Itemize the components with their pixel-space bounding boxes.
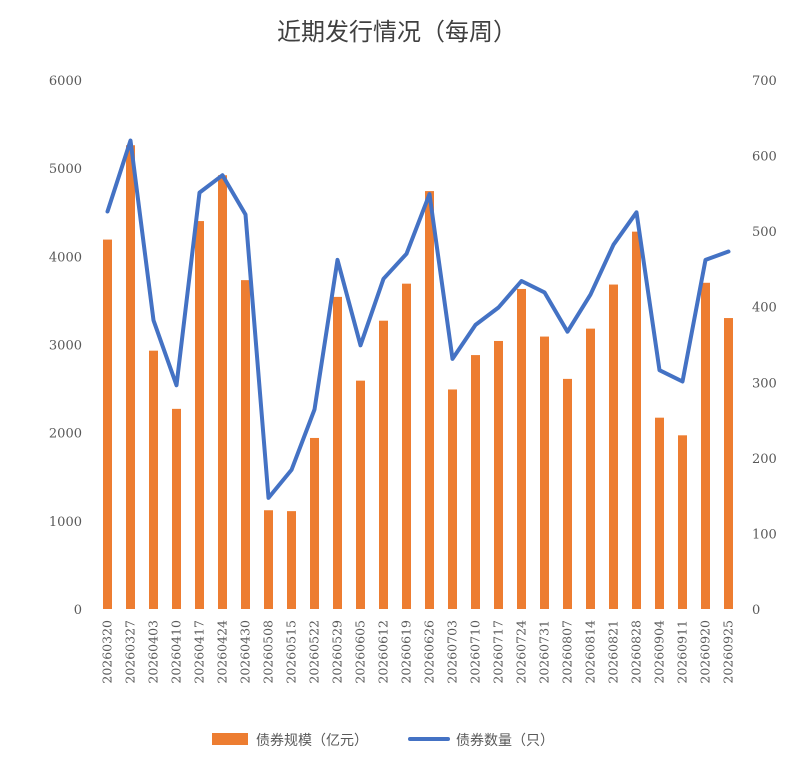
bar <box>103 239 112 609</box>
right-tick-label: 400 <box>752 301 777 316</box>
bar <box>724 318 733 609</box>
chart-title: 近期发行情况（每周） <box>277 18 517 46</box>
bar <box>310 437 319 609</box>
category-label: 20260814 <box>583 620 598 684</box>
category-label: 20260605 <box>353 620 368 684</box>
bar <box>264 510 273 609</box>
line-series <box>105 138 731 500</box>
bar <box>494 340 503 609</box>
bar <box>471 355 480 609</box>
category-label: 20260320 <box>100 620 115 684</box>
right-tick-label: 600 <box>752 150 777 165</box>
category-label: 20260724 <box>514 620 529 684</box>
bar <box>448 389 457 609</box>
category-label: 20260717 <box>491 620 506 684</box>
right-tick-label: 200 <box>752 452 777 467</box>
category-label: 20260904 <box>652 620 667 684</box>
left-tick-label: 3000 <box>49 339 82 354</box>
bar <box>425 191 434 609</box>
left-tick-label: 2000 <box>49 427 82 442</box>
category-label: 20260327 <box>123 620 138 684</box>
category-label: 20260731 <box>537 620 552 684</box>
left-tick-label: 0 <box>74 603 82 618</box>
legend: 债券规模（亿元） 债券数量（只） <box>212 733 554 749</box>
category-label: 20260508 <box>261 620 276 684</box>
category-label: 20260703 <box>445 620 460 684</box>
category-label: 20260911 <box>675 620 690 684</box>
bar <box>287 511 296 609</box>
bar <box>632 231 641 609</box>
right-tick-label: 500 <box>752 225 777 240</box>
bar <box>517 288 526 609</box>
left-tick-label: 4000 <box>49 250 82 265</box>
category-label: 20260515 <box>284 620 299 684</box>
category-label: 20260424 <box>215 620 230 684</box>
bar <box>356 380 365 609</box>
right-axis: 0 100 200 300 400 500 600 700 <box>752 74 777 618</box>
bar <box>563 378 572 609</box>
category-label: 20260828 <box>629 620 644 684</box>
bar <box>655 417 664 609</box>
bar <box>678 435 687 609</box>
left-axis: 0 1000 2000 3000 4000 5000 6000 <box>49 74 82 618</box>
category-label: 20260430 <box>238 620 253 684</box>
left-tick-label: 6000 <box>49 74 82 89</box>
bar <box>241 280 250 609</box>
category-label: 20260807 <box>560 620 575 684</box>
right-tick-label: 700 <box>752 74 777 89</box>
category-label: 20260529 <box>330 620 345 684</box>
bar-series <box>103 145 733 610</box>
bar <box>195 221 204 610</box>
category-axis: 20260320 20260327 20260403 20260410 20260417… <box>100 620 736 684</box>
bar <box>172 408 181 609</box>
bar <box>586 328 595 609</box>
right-tick-label: 0 <box>752 603 760 618</box>
left-tick-label: 1000 <box>49 515 82 530</box>
bar <box>540 336 549 609</box>
bar <box>379 320 388 609</box>
bar <box>333 296 342 609</box>
bar <box>402 283 411 609</box>
category-label: 20260522 <box>307 620 322 684</box>
bar <box>701 282 710 609</box>
category-label: 20260626 <box>422 620 437 684</box>
category-label: 20260821 <box>606 620 621 684</box>
line-path <box>105 138 731 500</box>
bar <box>218 175 227 609</box>
category-label: 20260710 <box>468 620 483 684</box>
bar <box>126 145 135 609</box>
legend-line-label: 债券数量（只） <box>456 733 554 749</box>
left-tick-label: 5000 <box>49 162 82 177</box>
category-label: 20260403 <box>146 620 161 684</box>
legend-bar-label: 债券规模（亿元） <box>256 733 368 749</box>
category-label: 20260920 <box>698 620 713 684</box>
bar <box>149 350 158 609</box>
bar <box>609 284 618 609</box>
category-label: 20260417 <box>192 620 207 684</box>
right-tick-label: 100 <box>752 527 777 542</box>
category-label: 20260612 <box>376 620 391 684</box>
right-tick-label: 300 <box>752 376 777 391</box>
category-label: 20260410 <box>169 620 184 684</box>
category-label: 20260925 <box>721 620 736 684</box>
category-label: 20260619 <box>399 620 414 684</box>
legend-bar-swatch <box>212 733 248 745</box>
